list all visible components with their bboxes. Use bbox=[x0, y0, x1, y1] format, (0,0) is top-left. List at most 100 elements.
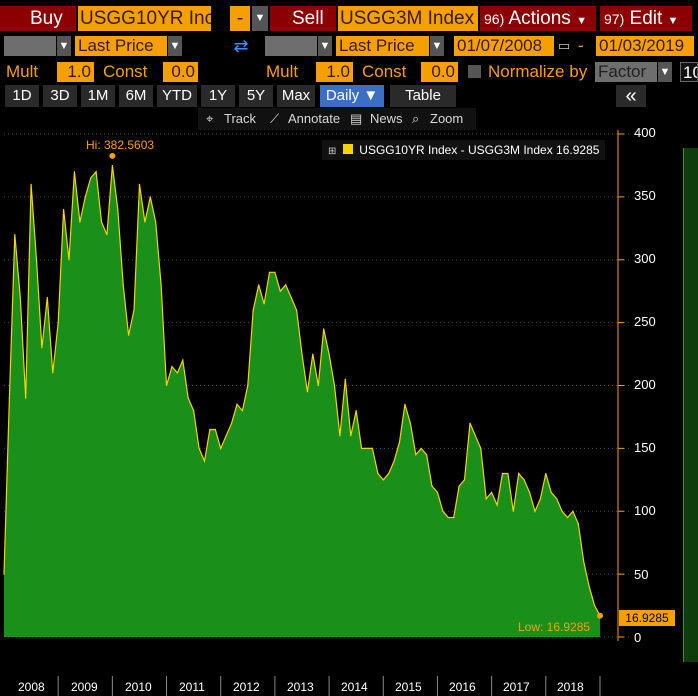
data-point bbox=[556, 498, 558, 500]
tab-1m[interactable]: 1M bbox=[81, 85, 115, 107]
source1-field[interactable] bbox=[4, 36, 56, 56]
edit-dropdown-icon: ▼ bbox=[667, 15, 679, 27]
annotate-icon[interactable]: ⟋ bbox=[270, 111, 280, 126]
data-point bbox=[566, 516, 569, 519]
x-tick: 2018 bbox=[557, 680, 584, 694]
data-point bbox=[274, 271, 276, 273]
data-point bbox=[35, 259, 38, 261]
tab-ytd[interactable]: YTD bbox=[157, 85, 197, 107]
data-point bbox=[171, 366, 173, 368]
data-point bbox=[588, 586, 590, 588]
data-point bbox=[501, 472, 504, 475]
data-point bbox=[176, 372, 178, 374]
data-point bbox=[545, 472, 547, 475]
ticker1-input[interactable]: USGG10YR Inc bbox=[78, 6, 211, 31]
source1-dropdown-icon[interactable]: ▼ bbox=[57, 36, 71, 56]
actions-dropdown-icon: ▼ bbox=[576, 15, 587, 27]
operator-select[interactable]: - bbox=[230, 6, 250, 31]
operator-dropdown-icon[interactable]: ▼ bbox=[252, 6, 268, 31]
date-from-input[interactable]: 01/07/2008 bbox=[454, 36, 554, 56]
edit-number: 97) bbox=[604, 11, 625, 27]
x-tick: 2009 bbox=[71, 680, 98, 694]
data-point bbox=[14, 234, 16, 236]
const1-label: Const bbox=[103, 62, 148, 81]
data-point bbox=[155, 221, 157, 223]
data-point bbox=[128, 334, 130, 336]
zoom-button[interactable]: Zoom bbox=[430, 111, 464, 126]
const2-label: Const bbox=[362, 62, 407, 81]
data-point bbox=[68, 259, 70, 261]
const1-input[interactable]: 0.0 bbox=[163, 62, 198, 82]
actions-button[interactable]: 96) Actions ▼ bbox=[480, 6, 596, 31]
factor-dropdown-icon[interactable]: ▼ bbox=[658, 62, 672, 82]
data-point bbox=[182, 359, 184, 361]
zoom-icon[interactable]: ⌕ bbox=[412, 111, 420, 126]
field2-select[interactable]: Last Price bbox=[336, 36, 429, 56]
tab-max[interactable]: Max bbox=[277, 85, 315, 107]
data-point bbox=[523, 479, 525, 481]
tab-6m[interactable]: 6M bbox=[119, 85, 153, 107]
y-tick: 300 bbox=[634, 251, 656, 266]
tab-5y[interactable]: 5Y bbox=[239, 85, 273, 107]
data-point bbox=[165, 384, 168, 387]
data-point bbox=[339, 435, 341, 437]
source2-field[interactable] bbox=[265, 36, 317, 56]
calendar-icon[interactable]: ▭ bbox=[557, 38, 571, 53]
data-point bbox=[317, 384, 319, 387]
x-tick: 2016 bbox=[449, 680, 476, 694]
data-point bbox=[95, 171, 97, 173]
x-tick: 2010 bbox=[125, 680, 152, 694]
series-toolbar: ▼ Last Price ▼ ⇄ ▼ Last Price ▼ 01/07/20… bbox=[0, 34, 698, 58]
date-to-input[interactable]: 01/03/2019 bbox=[596, 36, 694, 56]
mult1-input[interactable]: 1.0 bbox=[57, 62, 94, 82]
data-point bbox=[263, 303, 265, 305]
annotate-button[interactable]: Annotate bbox=[288, 111, 341, 126]
tab-1y[interactable]: 1Y bbox=[201, 85, 235, 107]
data-point bbox=[404, 403, 406, 405]
mult2-input[interactable]: 1.0 bbox=[316, 62, 353, 82]
data-point bbox=[279, 290, 281, 292]
data-point bbox=[90, 177, 92, 179]
normalize-checkbox[interactable] bbox=[468, 65, 481, 78]
news-button[interactable]: News bbox=[370, 111, 403, 126]
data-point bbox=[512, 510, 514, 512]
sell-button[interactable]: Sell bbox=[270, 6, 336, 31]
data-point bbox=[415, 454, 417, 456]
table-button[interactable]: Table bbox=[390, 85, 456, 107]
data-point bbox=[371, 447, 374, 449]
edit-label: Edit bbox=[629, 8, 663, 29]
field1-dropdown-icon[interactable]: ▼ bbox=[168, 36, 182, 56]
tab-1d[interactable]: 1D bbox=[5, 85, 39, 107]
tab-3d[interactable]: 3D bbox=[43, 85, 77, 107]
factor-select[interactable]: Factor bbox=[595, 62, 657, 82]
data-point bbox=[518, 472, 520, 475]
data-point bbox=[209, 428, 211, 431]
data-point bbox=[355, 410, 357, 412]
data-point bbox=[214, 428, 216, 431]
data-point bbox=[290, 296, 292, 299]
factor-input[interactable]: 10 bbox=[680, 62, 698, 82]
data-point bbox=[561, 510, 563, 512]
data-point bbox=[344, 378, 346, 380]
collapse-icon[interactable]: « bbox=[616, 85, 646, 107]
track-icon[interactable]: ⌖ bbox=[206, 111, 214, 126]
mult1-label: Mult bbox=[6, 62, 39, 81]
data-point bbox=[79, 221, 81, 223]
daily-select[interactable]: Daily ▼ bbox=[320, 85, 384, 107]
field2-dropdown-icon[interactable]: ▼ bbox=[430, 36, 444, 56]
source2-dropdown-icon[interactable]: ▼ bbox=[318, 36, 332, 56]
data-point bbox=[187, 397, 189, 399]
mult2-label: Mult bbox=[266, 62, 299, 81]
news-icon[interactable]: ▤ bbox=[350, 111, 363, 126]
const2-input[interactable]: 0.0 bbox=[421, 62, 458, 82]
track-button[interactable]: Track bbox=[224, 111, 257, 126]
data-point bbox=[63, 208, 65, 211]
edit-button[interactable]: 97) Edit ▼ bbox=[600, 6, 692, 31]
legend-expand-icon[interactable]: ⊞ bbox=[328, 146, 337, 157]
ticker2-input[interactable]: USGG3M Index bbox=[338, 6, 478, 31]
field1-select[interactable]: Last Price bbox=[75, 36, 167, 56]
data-point bbox=[312, 353, 314, 355]
swap-icon[interactable]: ⇄ bbox=[233, 36, 249, 56]
buy-button[interactable]: Buy bbox=[0, 6, 76, 31]
